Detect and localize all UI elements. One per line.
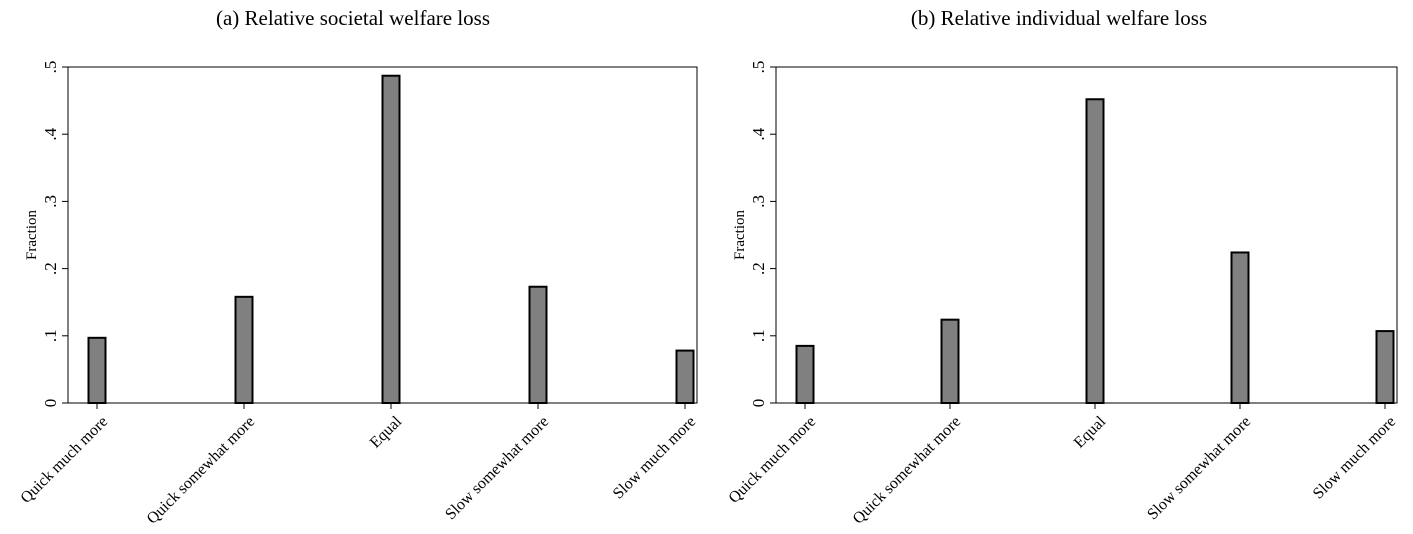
x-tick-label: Equal (1071, 413, 1110, 452)
y-tick-label: 0 (749, 399, 768, 408)
bar-chart-b: 0 .1 .2 .3 .4 .5 Fraction Quick much more Quick … (725, 61, 1399, 528)
y-tick-label: .1 (41, 329, 60, 342)
y-tick-label: .2 (749, 262, 768, 275)
bar (1230, 251, 1250, 404)
y-axis-label: Fraction (732, 210, 748, 260)
y-tick-label: .3 (41, 195, 60, 208)
x-tick-label: Slow much more (1310, 413, 1399, 502)
bar (795, 344, 815, 405)
x-tick-label: Quick much more (17, 413, 111, 507)
bar (528, 285, 548, 404)
x-tick-label: Quick somewhat more (850, 413, 964, 527)
y-tick-label: 0 (41, 399, 60, 408)
y-tick-label: .4 (749, 127, 768, 140)
bar (940, 318, 960, 404)
bar (381, 74, 401, 405)
bar (234, 295, 254, 405)
y-tick-label: .2 (41, 262, 60, 275)
chart-title: (b) Relative individual welfare loss (910, 6, 1208, 30)
bar (1375, 330, 1395, 405)
x-tick-label: Quick somewhat more (144, 413, 258, 527)
bar (675, 349, 695, 405)
x-tick-label: Slow much more (610, 413, 699, 502)
chart-panel-b: (b) Relative individual welfare loss 0 .1… (706, 0, 1412, 534)
y-tick-label: .4 (41, 127, 60, 140)
bar (1085, 98, 1105, 404)
y-tick-label: .5 (749, 61, 768, 74)
y-axis-label: Fraction (24, 210, 40, 260)
y-tick-label: .1 (749, 329, 768, 342)
bar (87, 336, 107, 405)
x-tick-label: Slow somewhat more (1144, 413, 1254, 523)
chart-title: (a) Relative societal welfare loss (215, 6, 491, 30)
x-tick-label: Slow somewhat more (442, 413, 552, 523)
y-tick-label: .3 (749, 195, 768, 208)
x-tick-label: Quick much more (725, 413, 819, 507)
bar-chart-a: 0 .1 .2 .3 .4 .5 Fraction Quick much more Quick … (17, 61, 699, 528)
y-tick-label: .5 (41, 61, 60, 74)
chart-panel-a: (a) Relative societal welfare loss 0 .1 .2… (0, 0, 706, 534)
x-tick-label: Equal (367, 413, 406, 452)
